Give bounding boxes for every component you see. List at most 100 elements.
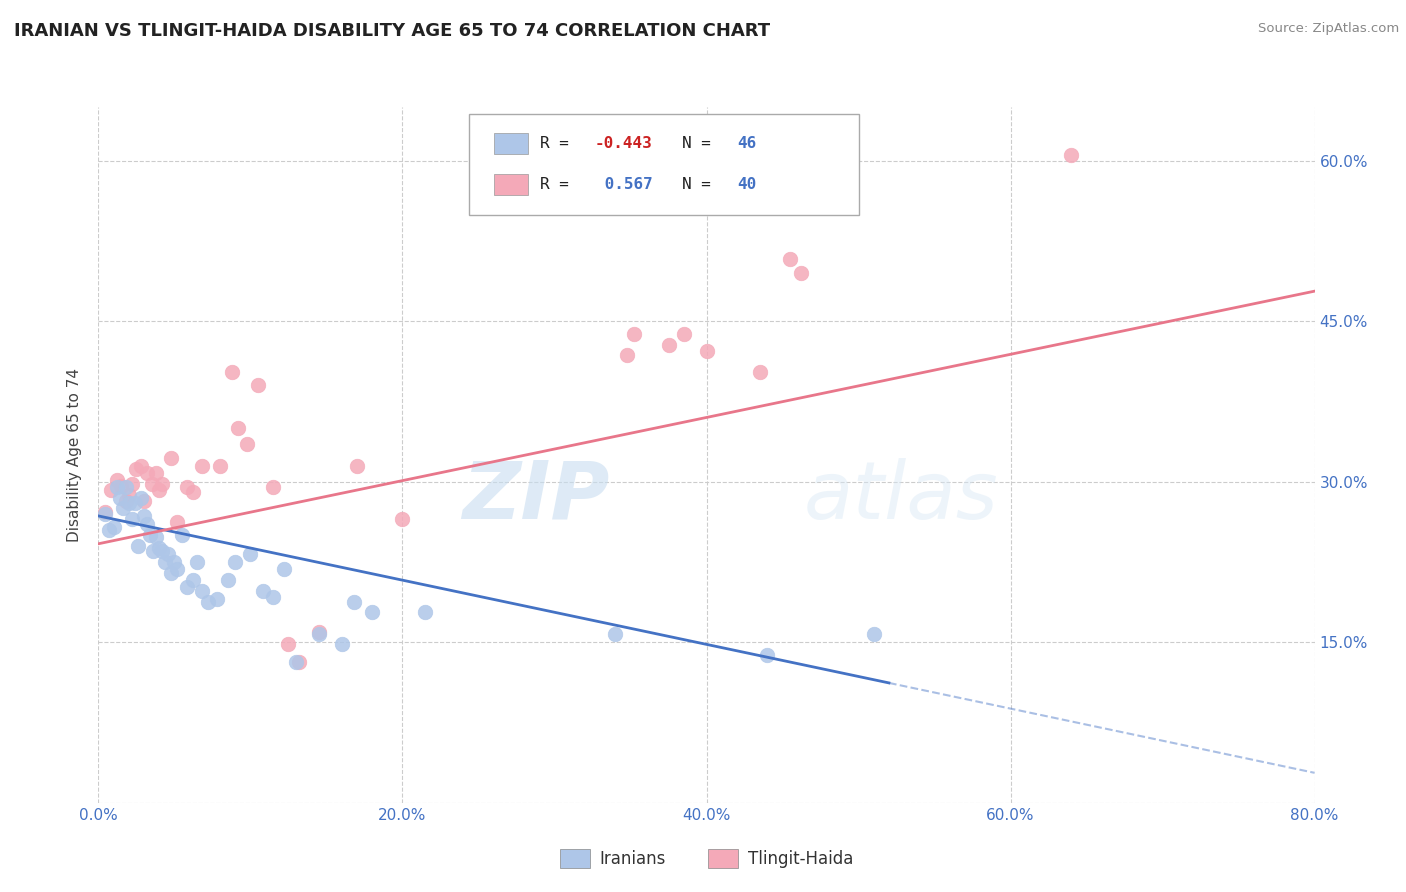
- Point: [110, 479, 132, 493]
- Point: [127, 539, 149, 553]
- Point: [118, 496, 141, 510]
- Point: [148, 541, 170, 555]
- Point: [145, 530, 167, 544]
- Point: [176, 480, 198, 494]
- Point: [790, 266, 813, 280]
- Point: [330, 637, 353, 651]
- Point: [114, 494, 136, 508]
- Point: [605, 626, 627, 640]
- Point: [181, 485, 204, 500]
- Point: [209, 458, 232, 473]
- Point: [277, 637, 299, 651]
- Point: [181, 573, 204, 587]
- Point: [288, 655, 311, 669]
- Text: Source: ZipAtlas.com: Source: ZipAtlas.com: [1258, 22, 1399, 36]
- Text: R =: R =: [540, 136, 578, 152]
- Point: [176, 580, 198, 594]
- Point: [696, 344, 718, 359]
- Text: IRANIAN VS TLINGIT-HAIDA DISABILITY AGE 65 TO 74 CORRELATION CHART: IRANIAN VS TLINGIT-HAIDA DISABILITY AGE …: [14, 22, 770, 40]
- Point: [118, 487, 141, 501]
- Text: 46: 46: [737, 136, 756, 152]
- Point: [224, 555, 246, 569]
- Point: [103, 519, 125, 533]
- Point: [346, 458, 368, 473]
- Point: [273, 562, 295, 576]
- Text: 0.567: 0.567: [595, 177, 652, 192]
- Point: [247, 378, 270, 392]
- Point: [657, 337, 679, 351]
- Point: [779, 252, 801, 266]
- Point: [616, 348, 638, 362]
- Text: N =: N =: [682, 177, 721, 192]
- FancyBboxPatch shape: [470, 114, 859, 215]
- Point: [160, 451, 183, 466]
- Point: [205, 592, 228, 607]
- Point: [236, 437, 259, 451]
- Point: [166, 516, 188, 530]
- Point: [157, 548, 180, 562]
- Point: [361, 605, 384, 619]
- Bar: [494, 174, 527, 194]
- Point: [142, 544, 165, 558]
- Point: [226, 421, 249, 435]
- Point: [343, 594, 366, 608]
- Text: atlas: atlas: [804, 458, 998, 536]
- Point: [150, 476, 173, 491]
- Point: [285, 655, 308, 669]
- Point: [170, 528, 193, 542]
- Text: ZIP: ZIP: [461, 458, 609, 536]
- Point: [93, 507, 115, 521]
- Point: [191, 583, 214, 598]
- Point: [148, 483, 170, 498]
- Point: [132, 494, 155, 508]
- Point: [197, 594, 219, 608]
- Point: [163, 555, 186, 569]
- Point: [105, 480, 128, 494]
- Point: [756, 648, 779, 662]
- Point: [160, 566, 183, 580]
- Point: [129, 491, 152, 505]
- Point: [623, 326, 645, 341]
- Point: [672, 326, 695, 341]
- Point: [150, 544, 173, 558]
- Point: [308, 626, 330, 640]
- Point: [191, 458, 214, 473]
- Point: [262, 480, 284, 494]
- Point: [98, 523, 121, 537]
- Point: [308, 624, 330, 639]
- Point: [748, 366, 770, 380]
- Point: [145, 466, 167, 480]
- Point: [93, 505, 115, 519]
- Point: [121, 512, 143, 526]
- Text: -0.443: -0.443: [595, 136, 652, 152]
- Point: [121, 476, 143, 491]
- Y-axis label: Disability Age 65 to 74: Disability Age 65 to 74: [67, 368, 83, 542]
- Point: [221, 366, 243, 380]
- Point: [129, 458, 152, 473]
- Point: [155, 555, 177, 569]
- Point: [136, 466, 159, 480]
- Point: [217, 573, 239, 587]
- Bar: [494, 134, 527, 154]
- Text: R =: R =: [540, 177, 578, 192]
- Point: [141, 476, 163, 491]
- Point: [139, 528, 162, 542]
- Point: [391, 512, 413, 526]
- Point: [125, 462, 148, 476]
- Point: [252, 583, 274, 598]
- Point: [100, 483, 122, 498]
- Point: [186, 555, 208, 569]
- Text: 40: 40: [737, 177, 756, 192]
- Point: [166, 562, 188, 576]
- Point: [413, 605, 436, 619]
- Point: [124, 496, 146, 510]
- Point: [111, 501, 134, 516]
- Point: [132, 508, 155, 523]
- Point: [1060, 148, 1083, 162]
- Point: [108, 491, 131, 505]
- Point: [239, 548, 262, 562]
- Point: [105, 473, 128, 487]
- Point: [136, 517, 159, 532]
- Legend: Iranians, Tlingit-Haida: Iranians, Tlingit-Haida: [553, 842, 860, 874]
- Text: N =: N =: [682, 136, 721, 152]
